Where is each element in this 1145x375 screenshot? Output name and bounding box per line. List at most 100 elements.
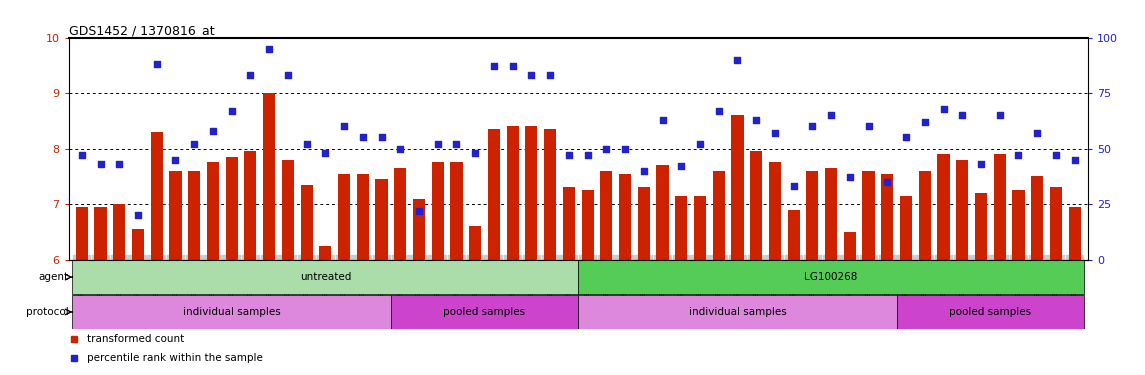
Point — [690, 141, 709, 147]
Bar — [432, 162, 444, 260]
Bar — [712, 171, 725, 260]
Point — [428, 141, 447, 147]
Point — [916, 119, 934, 125]
Bar — [1050, 188, 1063, 260]
Point — [392, 146, 410, 152]
Point — [710, 108, 728, 114]
Bar — [844, 232, 856, 260]
Text: pooled samples: pooled samples — [949, 307, 1032, 317]
Bar — [357, 174, 369, 260]
Point — [1028, 130, 1047, 136]
Point — [1066, 157, 1084, 163]
Point — [784, 183, 803, 189]
Point — [110, 161, 128, 167]
Bar — [826, 168, 837, 260]
Bar — [413, 198, 425, 260]
Bar — [750, 152, 763, 260]
Point — [972, 161, 990, 167]
Point — [560, 152, 578, 158]
Bar — [897, 295, 1084, 329]
Point — [166, 157, 184, 163]
Bar — [900, 196, 913, 260]
Point — [185, 141, 204, 147]
Bar — [207, 162, 219, 260]
Bar — [300, 184, 313, 260]
Text: individual samples: individual samples — [183, 307, 281, 317]
Text: GDS1452 / 1370816_at: GDS1452 / 1370816_at — [69, 24, 214, 38]
Bar — [582, 190, 593, 260]
Point — [766, 130, 784, 136]
Point — [934, 106, 953, 112]
Point — [1047, 152, 1065, 158]
Point — [598, 146, 616, 152]
Point — [728, 57, 747, 63]
Bar — [338, 174, 350, 260]
Bar — [638, 188, 650, 260]
Point — [953, 112, 971, 118]
Bar — [732, 115, 743, 260]
Bar — [450, 162, 463, 260]
Bar — [994, 154, 1005, 260]
Text: individual samples: individual samples — [688, 307, 787, 317]
Bar — [390, 295, 578, 329]
Bar — [862, 171, 875, 260]
Point — [878, 179, 897, 185]
Bar — [676, 196, 687, 260]
Bar — [938, 154, 949, 260]
Bar — [76, 207, 88, 260]
Bar — [600, 171, 613, 260]
Point — [148, 61, 166, 67]
Point — [504, 63, 522, 69]
Bar — [882, 174, 893, 260]
Point — [860, 123, 878, 129]
Point — [204, 128, 222, 134]
Point — [747, 117, 765, 123]
Text: pooled samples: pooled samples — [443, 307, 526, 317]
Bar — [72, 295, 390, 329]
Point — [466, 150, 484, 156]
Bar — [544, 129, 556, 260]
Bar — [619, 174, 631, 260]
Point — [334, 123, 353, 129]
Point — [484, 63, 503, 69]
Point — [522, 72, 540, 78]
Text: agent: agent — [39, 272, 69, 282]
Bar — [319, 246, 331, 260]
Point — [129, 212, 148, 218]
Text: percentile rank within the sample: percentile rank within the sample — [87, 353, 263, 363]
Point — [92, 161, 110, 167]
Point — [654, 117, 672, 123]
Point — [990, 112, 1009, 118]
Bar — [488, 129, 500, 260]
Bar — [768, 162, 781, 260]
Bar — [806, 171, 819, 260]
Point — [634, 168, 653, 174]
Point — [278, 72, 297, 78]
Text: transformed count: transformed count — [87, 334, 184, 344]
Text: LG100268: LG100268 — [805, 272, 858, 282]
Bar — [656, 165, 669, 260]
Point — [616, 146, 634, 152]
Bar — [151, 132, 163, 260]
Point — [316, 150, 334, 156]
Text: protocol: protocol — [26, 307, 69, 317]
Bar — [132, 229, 144, 260]
Point — [372, 135, 390, 141]
Bar — [788, 210, 799, 260]
Point — [578, 152, 597, 158]
Bar — [1068, 207, 1081, 260]
Bar — [694, 196, 706, 260]
Bar — [226, 157, 238, 260]
Point — [1009, 152, 1027, 158]
Point — [822, 112, 840, 118]
Bar — [506, 126, 519, 260]
Bar — [956, 160, 969, 260]
Bar — [578, 295, 897, 329]
Bar — [1032, 176, 1043, 260]
Point — [804, 123, 822, 129]
Bar — [282, 160, 294, 260]
Point — [672, 164, 690, 170]
Point — [72, 152, 90, 158]
Point — [448, 141, 466, 147]
Bar — [263, 93, 275, 260]
